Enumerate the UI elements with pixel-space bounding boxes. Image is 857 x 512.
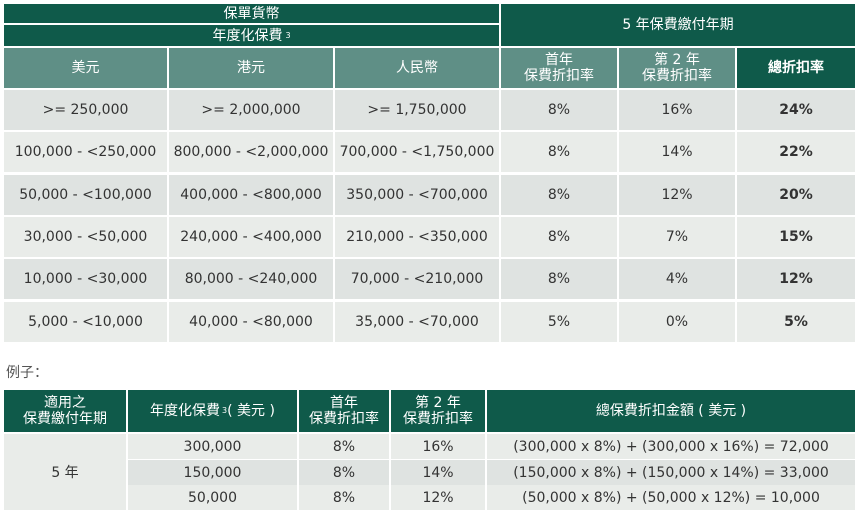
ex-header-premium: 年度化保費 3 ( 美元 ) — [128, 390, 297, 432]
cell-rmb: 70,000 - <210,000 — [335, 259, 499, 299]
cell-rmb: >= 1,750,000 — [335, 90, 499, 130]
cell-usd: 100,000 - <250,000 — [4, 132, 167, 172]
cell-y1: 8% — [501, 217, 617, 257]
cell-y1: 8% — [501, 90, 617, 130]
ex-header-second-line2: 保費折扣率 — [403, 411, 473, 427]
cell-total: 15% — [737, 217, 855, 257]
ex-header-term: 適用之 保費繳付年期 — [4, 390, 126, 432]
cell-usd: 5,000 - <10,000 — [4, 302, 167, 342]
ex-header-total: 總保費折扣金額 ( 美元 ) — [487, 390, 855, 432]
ex-header-first-line2: 保費折扣率 — [309, 411, 379, 427]
ex-header-premium-unit: ( 美元 ) — [227, 403, 275, 419]
ex-cell-y2: 12% — [391, 485, 485, 510]
cell-y1: 8% — [501, 259, 617, 299]
ex-cell-y2: 14% — [391, 460, 485, 485]
ex-cell-calc: (150,000 x 8%) + (150,000 x 14%) = 33,00… — [487, 460, 855, 485]
cell-total: 20% — [737, 175, 855, 215]
cell-total: 5% — [737, 302, 855, 342]
ex-header-second-rate: 第 2 年 保費折扣率 — [391, 390, 485, 432]
ex-cell-y2: 16% — [391, 434, 485, 459]
cell-usd: 30,000 - <50,000 — [4, 217, 167, 257]
ex-header-first-rate: 首年 保費折扣率 — [299, 390, 389, 432]
ex-header-first-line1: 首年 — [330, 395, 358, 411]
ex-cell-premium: 50,000 — [128, 485, 297, 510]
ex-cell-y1: 8% — [299, 460, 389, 485]
header-policy-currency-text: 保單貨幣 — [223, 5, 280, 22]
header-first-year-line1: 首年 — [545, 52, 573, 68]
ex-footnote-marker: 3 — [222, 406, 228, 415]
cell-usd: 10,000 - <30,000 — [4, 259, 167, 299]
cell-hkd: 40,000 - <80,000 — [169, 302, 333, 342]
header-first-year-line2: 保費折扣率 — [524, 68, 594, 84]
header-second-year-rate: 第 2 年 保費折扣率 — [619, 48, 735, 88]
cell-hkd: 800,000 - <2,000,000 — [169, 132, 333, 172]
header-annualized-premium: 年度化保費 3 — [4, 25, 499, 46]
ex-cell-premium: 300,000 — [128, 434, 297, 459]
header-hkd-text: 港元 — [237, 60, 265, 76]
cell-hkd: 240,000 - <400,000 — [169, 217, 333, 257]
cell-total: 12% — [737, 259, 855, 299]
header-payment-term: 5 年保費繳付年期 — [501, 4, 855, 46]
cell-y2: 16% — [619, 90, 735, 130]
header-hkd: 港元 — [169, 48, 333, 88]
cell-rmb: 35,000 - <70,000 — [335, 302, 499, 342]
ex-cell-premium: 150,000 — [128, 460, 297, 485]
header-total-rate-text: 總折扣率 — [768, 60, 824, 76]
header-annualized-premium-text: 年度化保費 — [212, 27, 283, 44]
cell-y1: 8% — [501, 175, 617, 215]
cell-y2: 14% — [619, 132, 735, 172]
header-second-year-line1: 第 2 年 — [654, 52, 700, 68]
cell-y1: 8% — [501, 132, 617, 172]
header-first-year-rate: 首年 保費折扣率 — [501, 48, 617, 88]
cell-total: 24% — [737, 90, 855, 130]
cell-y2: 7% — [619, 217, 735, 257]
ex-cell-calc: (50,000 x 8%) + (50,000 x 12%) = 10,000 — [487, 485, 855, 510]
cell-usd: 50,000 - <100,000 — [4, 175, 167, 215]
ex-header-term-line2: 保費繳付年期 — [23, 411, 107, 427]
header-total-rate: 總折扣率 — [737, 48, 855, 88]
ex-header-second-line1: 第 2 年 — [415, 395, 461, 411]
cell-y2: 12% — [619, 175, 735, 215]
cell-hkd: >= 2,000,000 — [169, 90, 333, 130]
ex-cell-calc: (300,000 x 8%) + (300,000 x 16%) = 72,00… — [487, 434, 855, 459]
ex-header-total-text: 總保費折扣金額 ( 美元 ) — [595, 403, 747, 419]
cell-y1: 5% — [501, 302, 617, 342]
cell-y2: 4% — [619, 259, 735, 299]
header-rmb: 人民幣 — [335, 48, 499, 88]
cell-total: 22% — [737, 132, 855, 172]
example-label: 例子： — [6, 365, 48, 381]
cell-rmb: 700,000 - <1,750,000 — [335, 132, 499, 172]
cell-rmb: 210,000 - <350,000 — [335, 217, 499, 257]
ex-term-value: 5 年 — [51, 465, 79, 481]
footnote-marker: 3 — [285, 30, 291, 40]
header-policy-currency: 保單貨幣 — [4, 4, 499, 24]
ex-cell-y1: 8% — [299, 434, 389, 459]
header-usd-text: 美元 — [71, 60, 100, 76]
cell-y2: 0% — [619, 302, 735, 342]
header-usd: 美元 — [4, 48, 167, 88]
ex-header-term-line1: 適用之 — [44, 395, 86, 411]
cell-hkd: 80,000 - <240,000 — [169, 259, 333, 299]
header-payment-term-text: 5 年保費繳付年期 — [622, 17, 734, 33]
ex-header-premium-text: 年度化保費 — [150, 403, 221, 419]
header-rmb-text: 人民幣 — [396, 60, 438, 76]
cell-usd: >= 250,000 — [4, 90, 167, 130]
ex-cell-y1: 8% — [299, 485, 389, 510]
cell-rmb: 350,000 - <700,000 — [335, 175, 499, 215]
ex-term-cell: 5 年 — [4, 434, 126, 510]
header-second-year-line2: 保費折扣率 — [642, 68, 712, 84]
cell-hkd: 400,000 - <800,000 — [169, 175, 333, 215]
